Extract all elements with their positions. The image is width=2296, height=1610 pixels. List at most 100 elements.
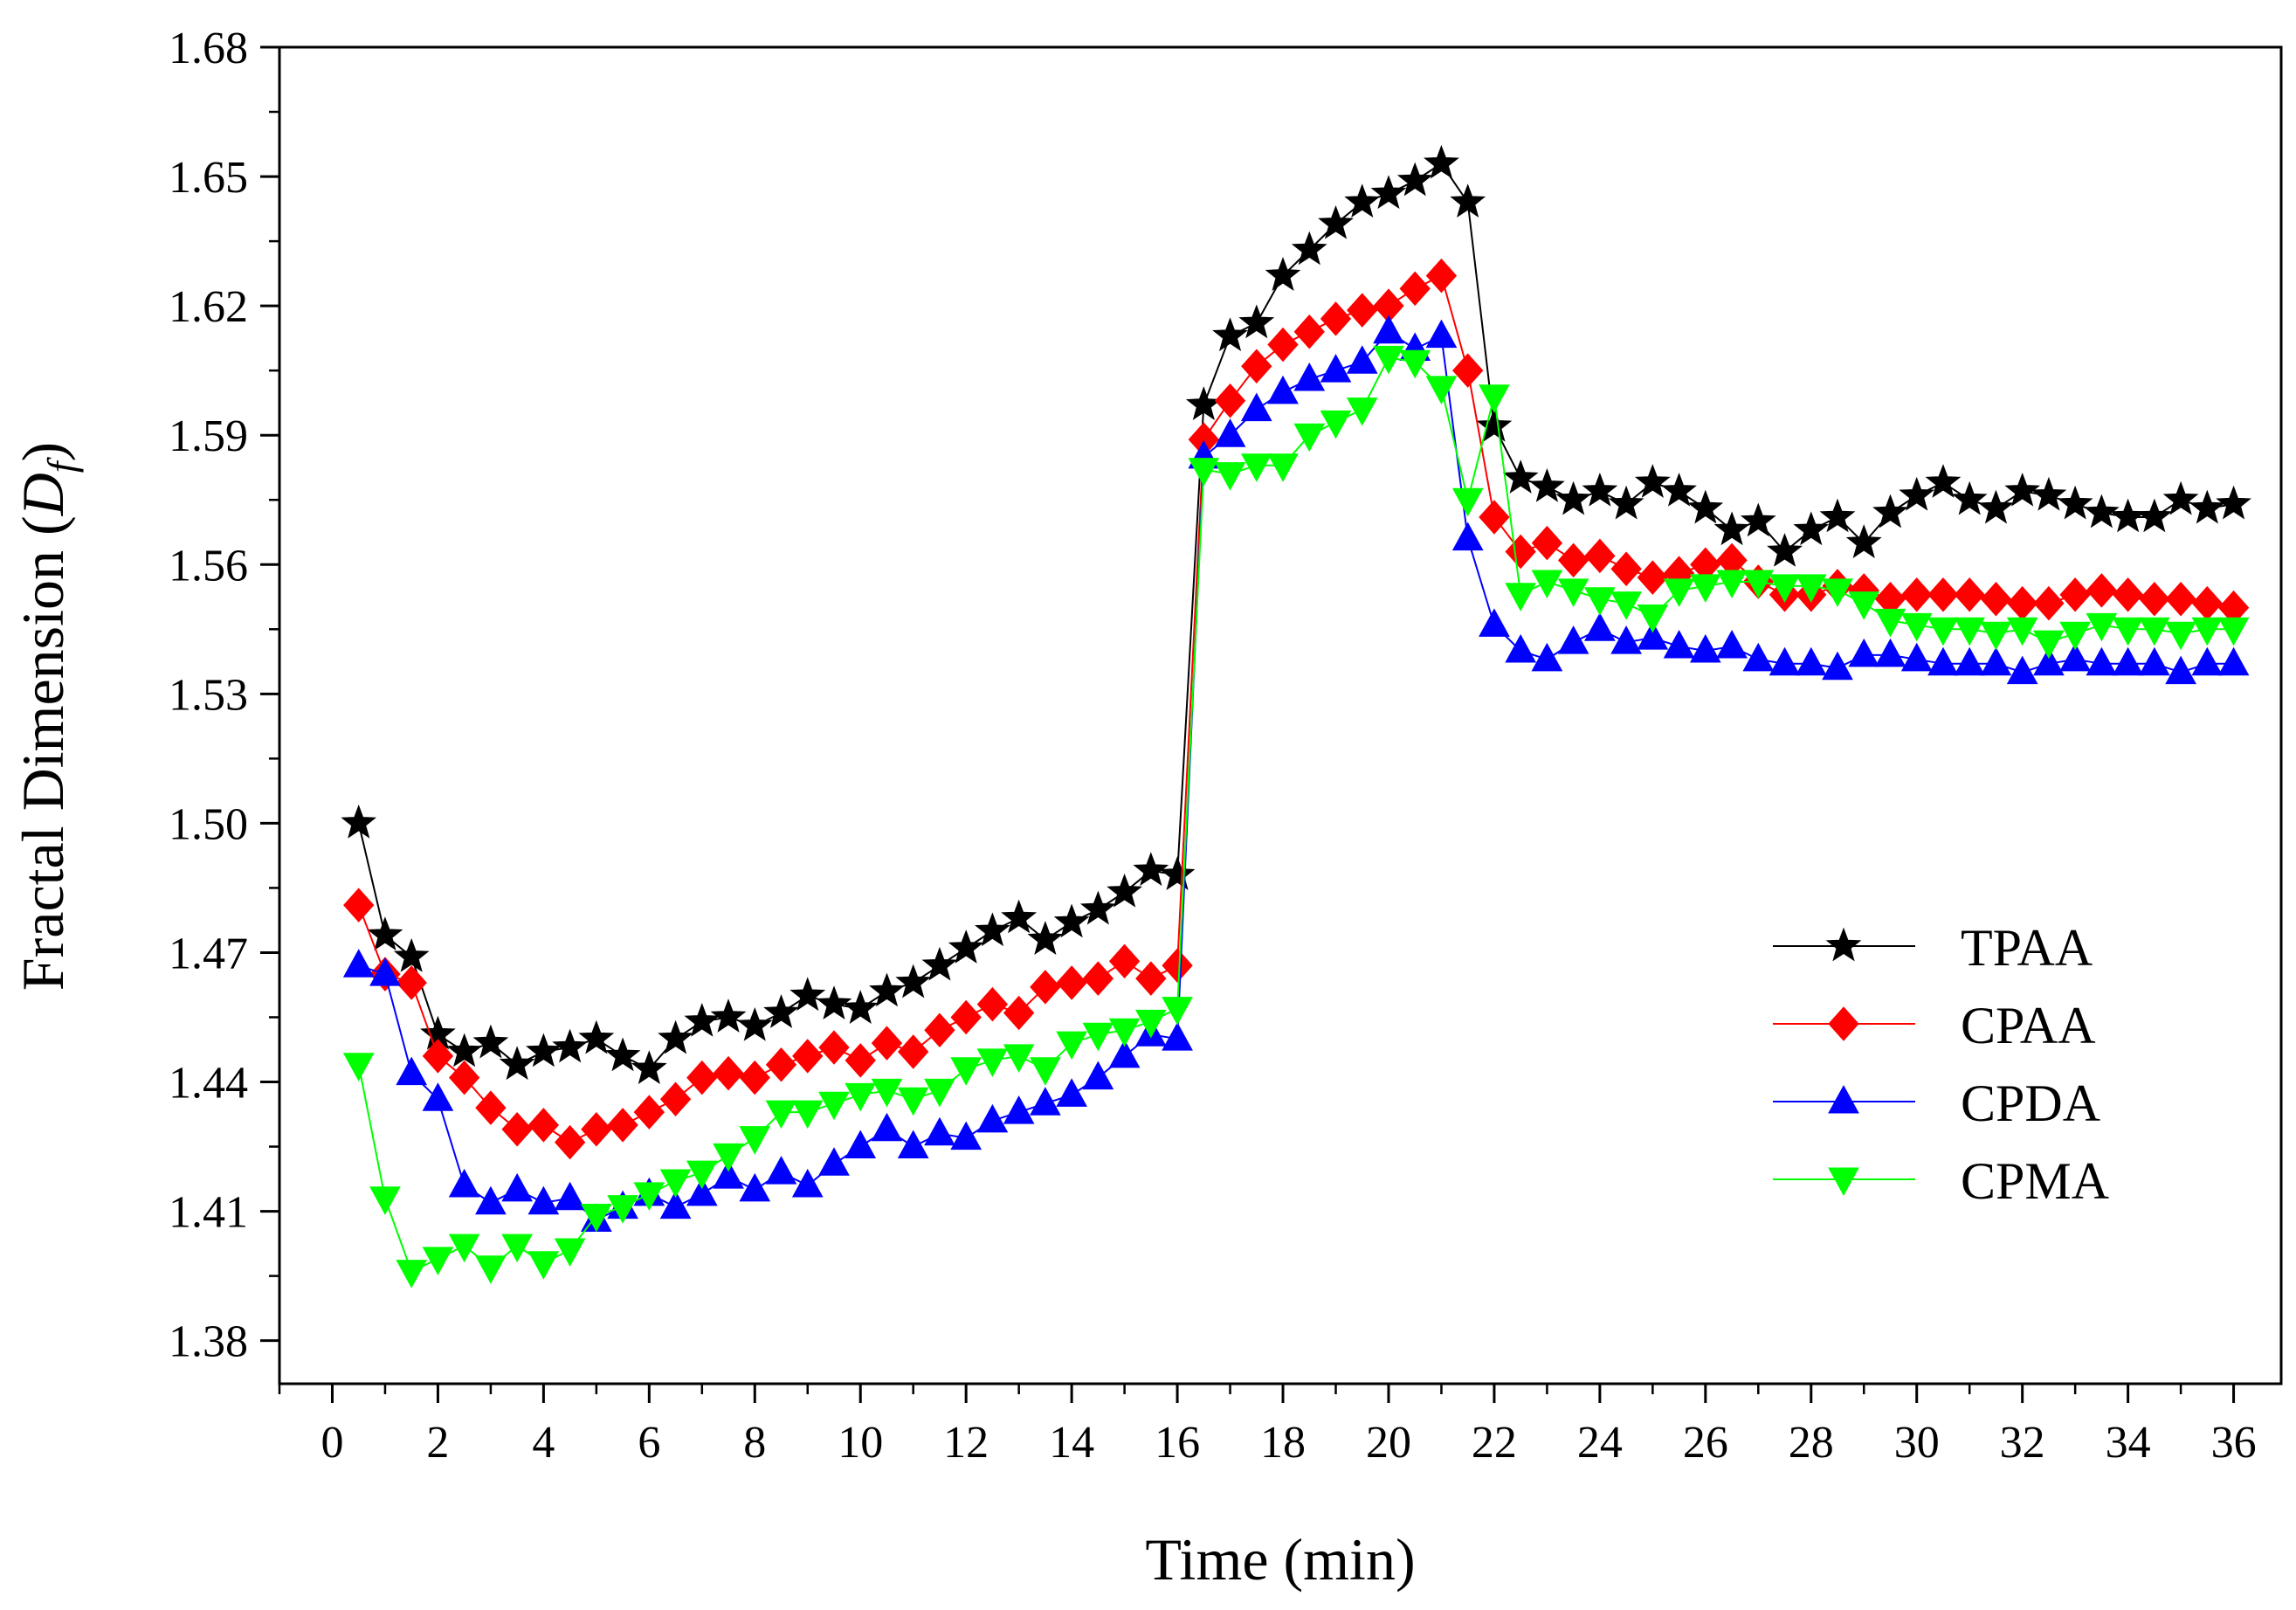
- x-tick-label: 16: [1155, 1418, 1200, 1468]
- data-point-cpma: [976, 1048, 1009, 1077]
- legend-item-cpda: CPDA: [1773, 1074, 2100, 1132]
- data-point-tpaa: [1872, 494, 1908, 529]
- y-tick-label: 1.50: [169, 799, 248, 849]
- data-point-cpaa: [501, 1112, 533, 1147]
- data-point-cpma: [1795, 574, 1827, 603]
- data-point-tpaa: [1027, 921, 1064, 955]
- x-tick-label: 6: [638, 1418, 660, 1468]
- data-point-cpma: [713, 1143, 744, 1172]
- data-point-tpaa: [789, 977, 826, 1012]
- data-point-cpda: [1214, 418, 1246, 447]
- y-axis-title-main: Fractal Dimension (: [10, 515, 76, 991]
- data-point-cpaa: [1637, 560, 1669, 595]
- data-point-cpma: [1399, 349, 1431, 379]
- data-point-tpaa: [1424, 144, 1459, 179]
- data-point-cpaa: [2059, 577, 2091, 612]
- y-axis-title-close: ): [10, 442, 76, 462]
- data-point-cpda: [475, 1185, 507, 1215]
- data-point-cpma: [1927, 617, 1959, 646]
- data-point-cpda: [2217, 646, 2250, 676]
- data-point-cpda: [976, 1103, 1009, 1133]
- data-point-cpda: [1584, 612, 1616, 641]
- data-point-tpaa: [1978, 489, 2014, 524]
- data-point-cpma: [1689, 574, 1721, 603]
- data-point-cpda: [422, 1082, 454, 1111]
- data-point-tpaa: [869, 972, 905, 1007]
- data-point-cpda: [1822, 651, 1853, 681]
- data-point-cpaa: [633, 1095, 665, 1130]
- data-point-cpaa: [422, 1039, 454, 1074]
- data-point-tpaa: [1344, 183, 1381, 218]
- data-point-cpaa: [765, 1047, 797, 1082]
- data-point-cpaa: [845, 1043, 876, 1078]
- data-point-cpma: [924, 1078, 955, 1108]
- data-point-cpda: [1373, 314, 1404, 344]
- legend-label-cpaa: CPAA: [1961, 997, 2096, 1054]
- data-point-cpda: [1425, 319, 1458, 349]
- legend-marker-tpaa: [1825, 927, 1862, 962]
- data-point-cpda: [1082, 1061, 1114, 1090]
- legend-item-cpaa: CPAA: [1773, 997, 2096, 1054]
- data-point-cpda: [1980, 646, 2012, 676]
- data-point-cpaa: [1927, 577, 1959, 612]
- data-point-tpaa: [1265, 257, 1301, 291]
- data-point-tpaa: [2057, 485, 2093, 520]
- data-point-tpaa: [2136, 498, 2173, 533]
- data-point-cpaa: [607, 1108, 638, 1143]
- data-point-tpaa: [1951, 480, 1988, 515]
- y-tick-label: 1.47: [169, 929, 248, 978]
- data-point-tpaa: [975, 912, 1010, 947]
- data-point-cpaa: [1347, 293, 1378, 328]
- data-point-cpda: [765, 1156, 797, 1185]
- axes: 0 2 4 6 8 10 12 14 16 18 20 22 24 26 28 30 32 34 361.381.4…: [169, 24, 2257, 1468]
- data-point-cpda: [791, 1168, 824, 1198]
- data-point-cpaa: [581, 1112, 612, 1147]
- data-point-cpaa: [1425, 258, 1458, 294]
- data-point-cpda: [1531, 642, 1563, 672]
- data-point-cpma: [1584, 587, 1616, 616]
- legend-marker-cpaa: [1828, 1006, 1859, 1041]
- data-point-cpaa: [898, 1034, 929, 1069]
- data-point-cpaa: [343, 888, 375, 922]
- x-tick-label: 26: [1683, 1418, 1728, 1468]
- y-tick-label: 1.44: [169, 1059, 248, 1109]
- x-tick-label: 2: [426, 1418, 449, 1468]
- data-point-tpaa: [1740, 502, 1776, 537]
- data-point-tpaa: [472, 1024, 509, 1059]
- data-point-tpaa: [578, 1019, 615, 1054]
- data-point-cpaa: [2086, 573, 2118, 608]
- data-point-tpaa: [842, 990, 879, 1024]
- data-point-cpda: [713, 1160, 744, 1189]
- legend-label-cpma: CPMA: [1961, 1152, 2109, 1210]
- data-point-cpda: [818, 1147, 850, 1176]
- data-point-cpma: [396, 1260, 428, 1289]
- data-point-tpaa: [2216, 485, 2251, 520]
- plot-frame: [278, 45, 2283, 1385]
- data-point-cpma: [633, 1182, 665, 1211]
- data-point-cpma: [1900, 612, 1933, 642]
- data-point-cpma: [607, 1195, 638, 1224]
- data-point-cpda: [1108, 1039, 1141, 1068]
- data-point-cpda: [1030, 1087, 1061, 1116]
- data-point-cpma: [2006, 617, 2038, 646]
- data-point-cpda: [527, 1185, 560, 1215]
- data-point-tpaa: [1899, 476, 1935, 511]
- x-tick-label: 36: [2211, 1418, 2257, 1468]
- data-point-cpda: [924, 1116, 955, 1146]
- data-point-cpma: [1082, 1022, 1114, 1052]
- data-point-cpda: [369, 957, 401, 986]
- y-tick-label: 1.62: [169, 282, 248, 332]
- data-point-tpaa: [2189, 489, 2225, 524]
- data-point-cpaa: [1954, 577, 1985, 612]
- data-point-cpaa: [1452, 353, 1484, 388]
- data-point-cpda: [1795, 646, 1827, 676]
- data-point-cpma: [342, 1053, 375, 1081]
- data-point-cpaa: [2139, 581, 2170, 617]
- data-point-tpaa: [895, 964, 932, 998]
- data-point-cpaa: [1241, 349, 1272, 383]
- data-point-cpaa: [1531, 525, 1563, 561]
- data-point-cpda: [845, 1130, 877, 1159]
- data-point-tpaa: [658, 1019, 693, 1054]
- data-point-cpma: [2112, 617, 2144, 646]
- data-point-cpma: [369, 1186, 401, 1215]
